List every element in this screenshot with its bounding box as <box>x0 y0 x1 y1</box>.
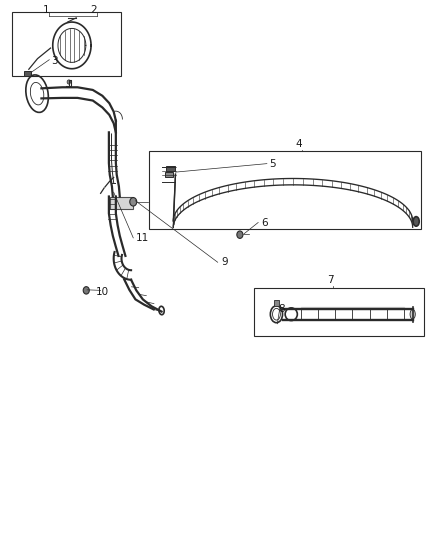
Bar <box>110 197 133 209</box>
Text: 3: 3 <box>51 56 58 66</box>
Text: 2: 2 <box>91 5 97 15</box>
Text: 8: 8 <box>278 304 284 313</box>
Bar <box>149 151 421 229</box>
Ellipse shape <box>130 198 137 206</box>
Ellipse shape <box>410 310 415 319</box>
Bar <box>12 12 121 76</box>
Text: 1: 1 <box>43 5 49 15</box>
Text: 11: 11 <box>135 233 148 243</box>
Bar <box>165 172 173 177</box>
Text: 5: 5 <box>269 159 276 169</box>
Text: 10: 10 <box>96 287 110 296</box>
Circle shape <box>67 80 71 84</box>
Bar <box>274 301 279 306</box>
Ellipse shape <box>83 287 89 294</box>
Text: 9: 9 <box>221 257 228 268</box>
Text: 7: 7 <box>327 276 334 286</box>
Ellipse shape <box>413 216 419 226</box>
Bar <box>24 71 31 76</box>
Ellipse shape <box>237 231 243 238</box>
Text: 6: 6 <box>261 217 268 228</box>
Text: 4: 4 <box>295 139 302 149</box>
Bar <box>254 288 424 336</box>
Bar <box>166 166 176 171</box>
